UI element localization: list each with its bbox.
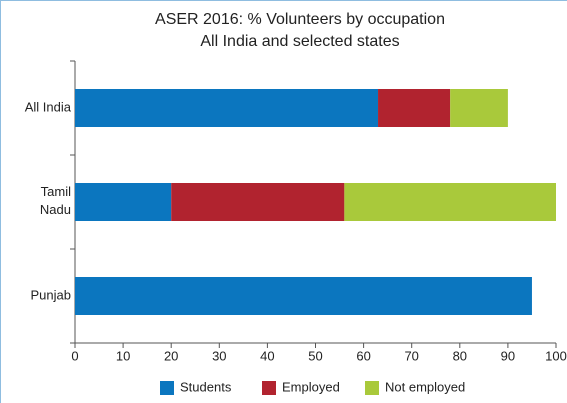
chart-title: ASER 2016: % Volunteers by occupation: [155, 11, 445, 28]
legend-swatch: [262, 381, 276, 395]
y-tick-label: Punjab: [31, 287, 71, 302]
bar-segment: [75, 183, 172, 221]
x-tick-label: 90: [501, 348, 515, 363]
bar-segment: [75, 89, 379, 127]
chart-subtitle: All India and selected states: [200, 33, 399, 50]
legend-label: Not employed: [385, 379, 465, 394]
bar-segment: [378, 89, 451, 127]
x-tick-label: 50: [308, 348, 322, 363]
y-tick-label: Tamil Nadu: [40, 184, 71, 217]
legend-swatch: [160, 381, 174, 395]
y-tick-label-line: Nadu: [40, 202, 71, 217]
bar-segment: [450, 89, 508, 127]
y-tick-label-line: Tamil: [41, 184, 71, 199]
x-tick-label: 80: [453, 348, 467, 363]
bar-segment: [75, 277, 532, 315]
bar-segment: [171, 183, 345, 221]
bar-segment: [344, 183, 556, 221]
legend-label: Employed: [282, 379, 340, 394]
x-tick-label: 60: [356, 348, 370, 363]
x-tick-label: 40: [260, 348, 274, 363]
legend-label: Students: [180, 379, 232, 394]
x-tick-label: 10: [116, 348, 130, 363]
legend-swatch: [365, 381, 379, 395]
x-tick-label: 30: [212, 348, 226, 363]
x-tick-label: 100: [545, 348, 567, 363]
x-tick-label: 0: [71, 348, 78, 363]
x-tick-label: 70: [404, 348, 418, 363]
x-tick-label: 20: [164, 348, 178, 363]
y-tick-label: All India: [25, 99, 72, 114]
